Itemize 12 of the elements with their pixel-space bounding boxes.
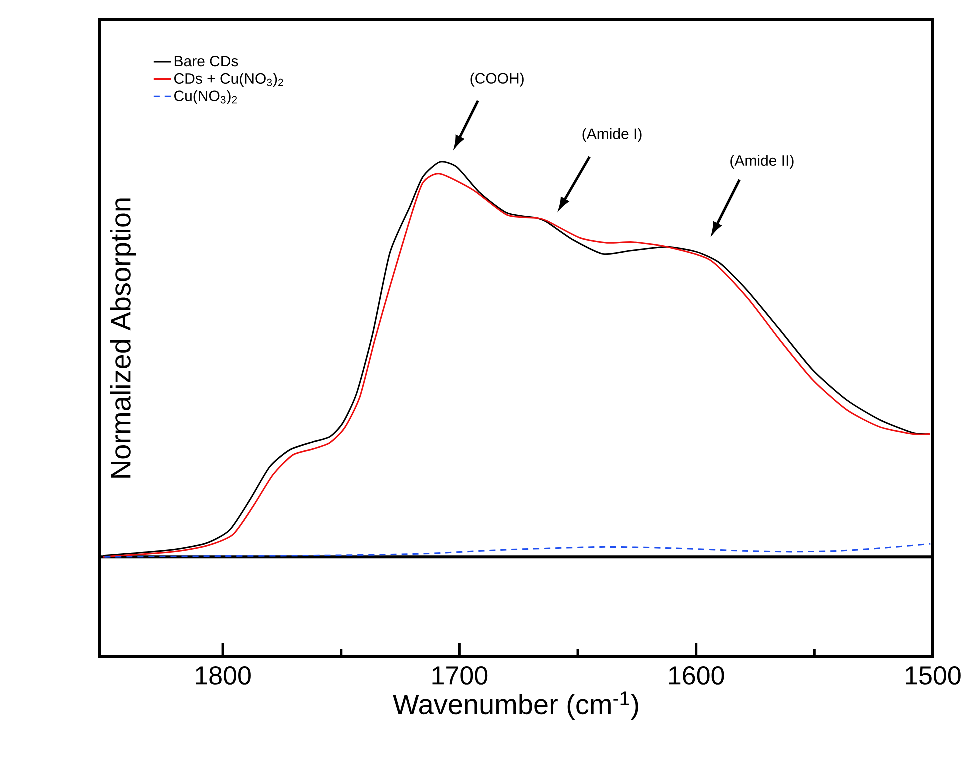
x-tick-label: 1600 [669, 666, 724, 685]
x-axis-title: Wavenumber (cm$^{-1}$) [393, 692, 638, 720]
x-tick-label: 1700 [432, 666, 488, 685]
text: (COOH) [470, 72, 524, 87]
legend-label: CDs + Cu(NO$_{3}$)$_{2}$ [174, 73, 284, 87]
text: (Amide I) [582, 128, 642, 142]
x-tick-label: 1800 [196, 666, 251, 685]
y-axis-title: Normalized Absorption [110, 198, 136, 478]
legend-label: Bare CDs [174, 56, 238, 67]
annotation: (Amide II) [730, 155, 794, 170]
x-tick-label: 1500 [906, 666, 961, 685]
legend-label: Cu(NO$_{3}$)$_{2}$ [174, 90, 238, 104]
